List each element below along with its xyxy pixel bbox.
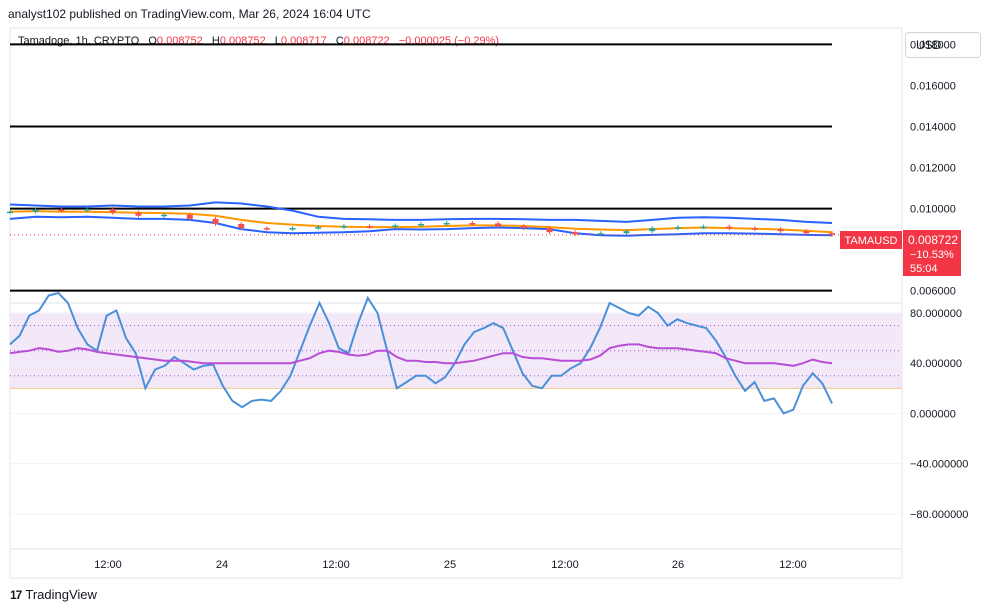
rsi-line bbox=[9, 343, 833, 367]
time-tick-label: 25 bbox=[444, 559, 456, 571]
close-label: C bbox=[335, 35, 344, 47]
time-tick-label: 12:00 bbox=[551, 559, 579, 571]
candle-body bbox=[289, 228, 296, 230]
oscillator-tick-label: −40.000000 bbox=[910, 459, 968, 471]
candle-body bbox=[263, 228, 270, 230]
candle-body bbox=[520, 226, 527, 229]
candle-body bbox=[700, 226, 707, 229]
price-tick-label: 0.018000 bbox=[910, 39, 956, 51]
oscillator-tick-label: 80.000000 bbox=[910, 308, 962, 320]
candle-body bbox=[58, 209, 65, 212]
price-tag-countdown: 55:04 bbox=[910, 263, 938, 275]
candle-body bbox=[7, 211, 13, 214]
candle-body bbox=[469, 222, 476, 225]
time-tick-label: 12:00 bbox=[322, 559, 350, 571]
time-tick-label: 12:00 bbox=[779, 559, 807, 571]
high-label: H bbox=[211, 35, 220, 47]
candle-body bbox=[777, 229, 784, 232]
price-tag: TAMAUSD 0.008722 −10.53% 55:04 bbox=[840, 230, 961, 276]
price-tag-symbol: TAMAUSD bbox=[845, 235, 898, 247]
price-pane bbox=[7, 43, 902, 292]
candle-body bbox=[366, 226, 373, 228]
candle-body bbox=[340, 226, 347, 228]
lower-band-line bbox=[9, 215, 833, 237]
price-tag-symbol-bg bbox=[840, 231, 902, 249]
price-tag-change: −10.53% bbox=[910, 249, 954, 261]
candle-body bbox=[495, 223, 502, 227]
overbought-oversold-band bbox=[10, 313, 902, 389]
candle-body bbox=[109, 209, 116, 213]
price-tick-label: 0.010000 bbox=[910, 204, 956, 216]
price-tick-label: 0.006000 bbox=[910, 286, 956, 298]
tradingview-logo-icon[interactable]: 17 bbox=[10, 587, 22, 602]
time-tick-label: 12:00 bbox=[94, 559, 122, 571]
footer: 17 TradingView bbox=[10, 587, 97, 602]
stochastic-k-line bbox=[9, 291, 833, 415]
price-tick-label: 0.014000 bbox=[910, 122, 956, 134]
candle-body bbox=[674, 227, 681, 229]
axes: 0.018000 0.016000 0.014000 0.012000 0.010000… bbox=[94, 39, 968, 571]
time-tick-label: 24 bbox=[216, 559, 228, 571]
low-label: L bbox=[274, 35, 281, 47]
oscillator-tick-label: 0.000000 bbox=[910, 408, 956, 420]
candle-body bbox=[315, 227, 322, 229]
candle-body bbox=[186, 214, 193, 219]
candle-body bbox=[443, 222, 450, 225]
candle-body bbox=[649, 228, 656, 232]
oscillator-pane bbox=[9, 291, 902, 515]
price-tick-label: 0.012000 bbox=[910, 163, 956, 175]
publish-header: analyst102 published on TradingView.com,… bbox=[8, 7, 371, 21]
oscillator-tick-label: 40.000000 bbox=[910, 358, 962, 370]
candle-body bbox=[392, 225, 399, 227]
candle-body bbox=[803, 231, 810, 234]
candle-body bbox=[32, 209, 39, 212]
candle-body bbox=[84, 209, 91, 211]
open-label: O bbox=[148, 35, 157, 47]
time-tick-label: 26 bbox=[672, 559, 684, 571]
candle-body bbox=[751, 228, 758, 230]
candle-body bbox=[546, 228, 553, 233]
footer-brand[interactable]: TradingView bbox=[25, 587, 97, 602]
candle-body bbox=[238, 223, 245, 229]
candle-body bbox=[212, 218, 219, 224]
candle-body bbox=[623, 231, 630, 234]
currency-selector[interactable]: USD bbox=[905, 32, 981, 58]
candle-body bbox=[161, 214, 168, 217]
price-tick-label: 0.016000 bbox=[910, 80, 956, 92]
price-tag-price: 0.008722 bbox=[908, 233, 958, 247]
candle-body bbox=[572, 232, 579, 235]
candle-body bbox=[418, 223, 424, 226]
oscillator-tick-label: −80.000000 bbox=[910, 509, 968, 521]
candle-body bbox=[726, 226, 733, 229]
candle-body bbox=[135, 212, 142, 216]
price-tag-bg bbox=[903, 230, 961, 276]
candle-body bbox=[829, 233, 835, 235]
upper-band-line bbox=[9, 201, 833, 224]
candle-body bbox=[597, 233, 604, 235]
